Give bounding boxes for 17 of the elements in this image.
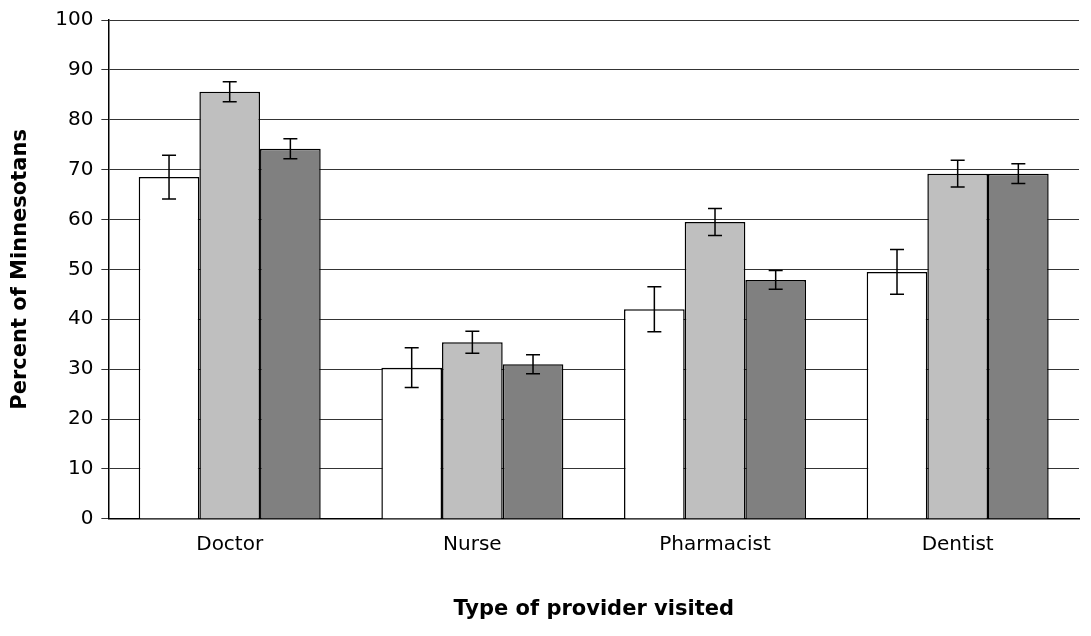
y-tick-label: 100: [55, 6, 94, 31]
y-tick-label: 70: [67, 155, 94, 180]
y-tick-label: 90: [67, 56, 94, 81]
x-tick-label: Doctor: [196, 531, 264, 555]
y-tick-label: 10: [67, 455, 94, 480]
x-tick-label: Dentist: [921, 531, 994, 555]
y-axis-title: Percent of Minnesotans: [7, 129, 32, 410]
y-tick-label: 50: [67, 255, 94, 280]
y-tick-label: 30: [67, 355, 94, 380]
x-tick-label: Pharmacist: [659, 531, 771, 555]
y-tick-label: 20: [67, 405, 94, 430]
y-tick-label: 40: [67, 305, 94, 330]
y-tick-label: 80: [67, 105, 94, 130]
y-tick-label: 60: [67, 205, 94, 230]
x-tick-label: Nurse: [443, 531, 502, 555]
y-tick-label: 0: [80, 505, 94, 529]
x-axis-title: Type of provider visited: [453, 595, 734, 620]
